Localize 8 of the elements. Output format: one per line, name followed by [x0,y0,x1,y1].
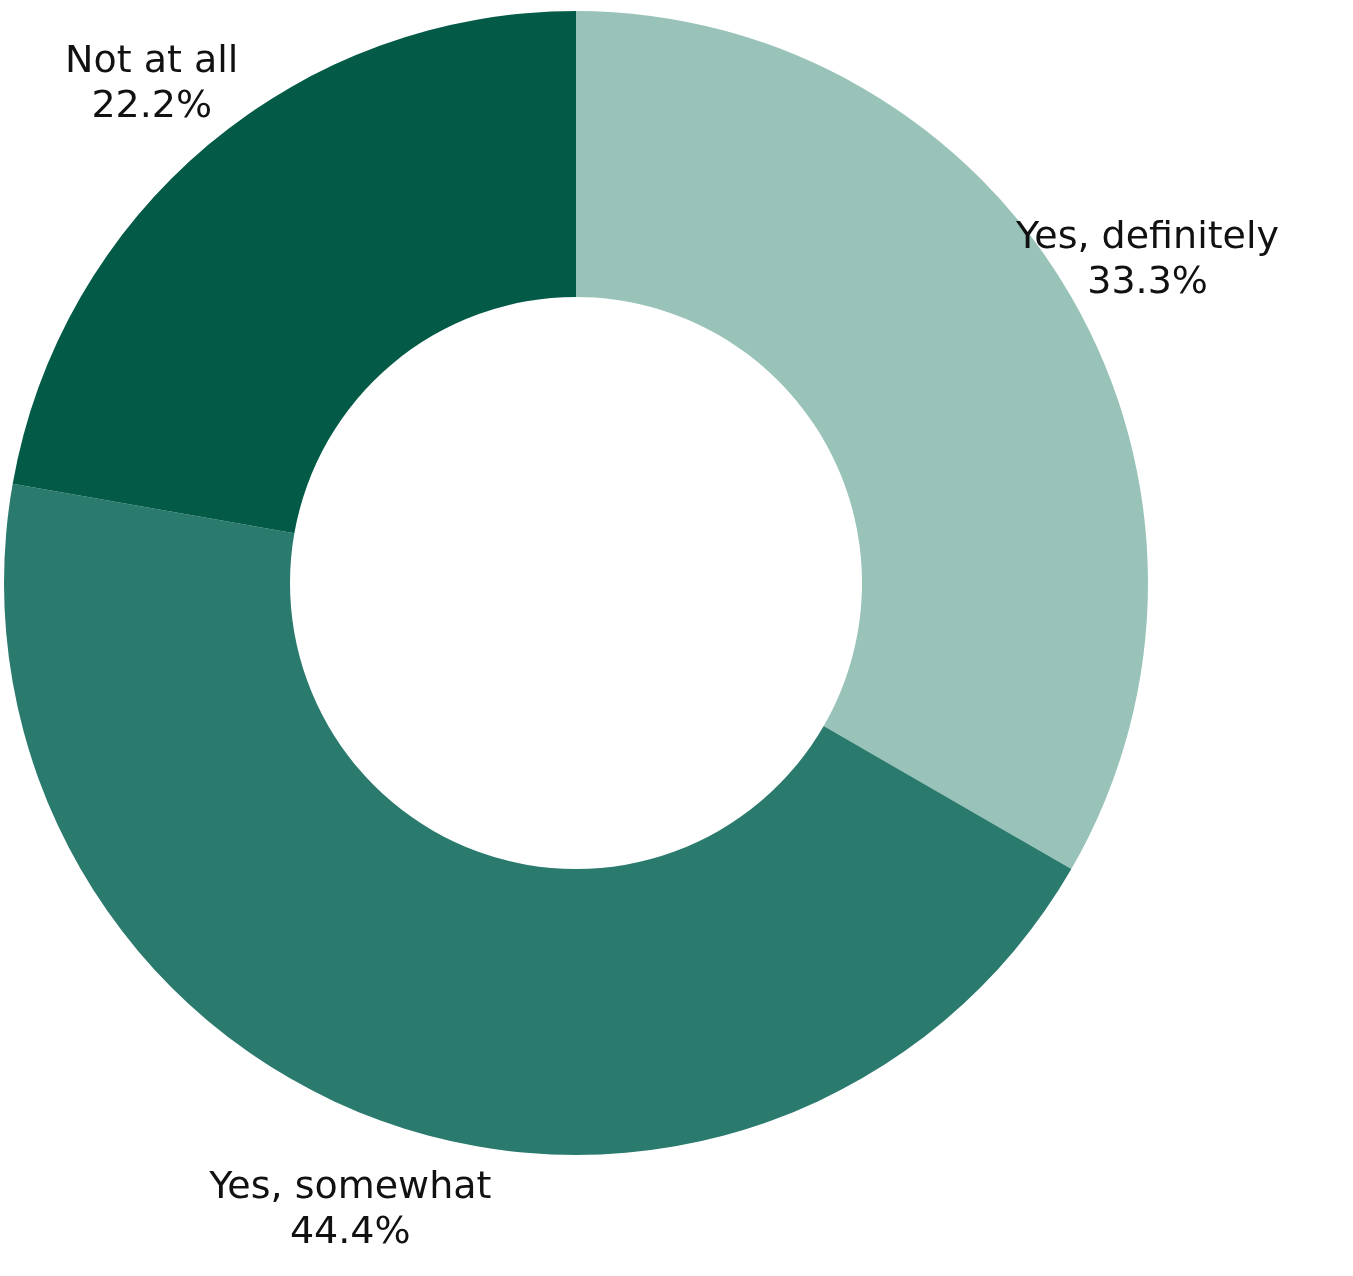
donut-slice [4,483,1072,1155]
slice-label: Not at all [65,37,239,82]
data-label: 44.4% [289,1208,411,1253]
slice-label: Yes, definitely [1015,213,1280,257]
data-label: 22.2% [91,82,213,127]
data-label: 33.3% [1087,258,1208,302]
slice-label: Yes, somewhat [208,1163,492,1208]
donut-slice [12,11,576,534]
